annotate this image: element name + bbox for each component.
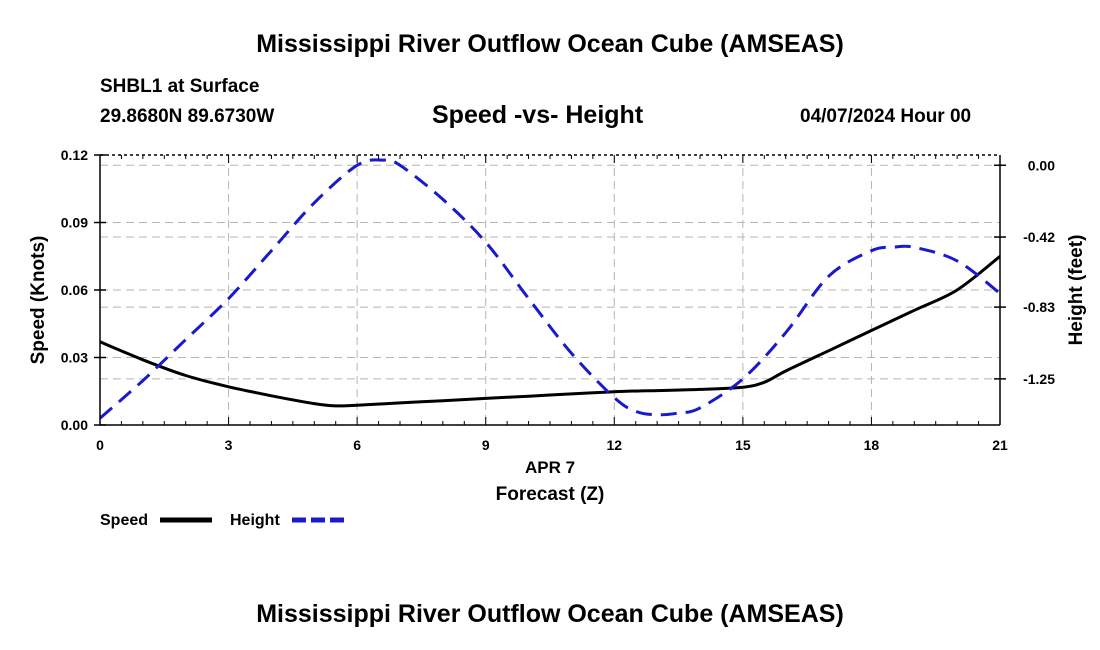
y-left-axis-label: Speed (Knots) (28, 236, 49, 365)
y-right-axis-label: Height (feet) (1066, 235, 1087, 346)
x-tick-label: 6 (353, 437, 361, 453)
legend-label-height: Height (230, 512, 280, 529)
x-tick-label: 12 (606, 437, 622, 453)
chart-title: Speed -vs- Height (432, 101, 644, 129)
series-layer (100, 158, 1000, 420)
series-line-height (100, 158, 1000, 420)
axes-layer (94, 154, 1006, 426)
labels-layer: 0 3 6 9 12 15 18 21 0.00 0.03 0.06 0.09 0.12 0.00 -0.4… (28, 147, 1087, 505)
x-tick-label: 9 (482, 437, 490, 453)
station-label: SHBL1 at Surface (100, 76, 260, 97)
series-line-speed (100, 255, 1000, 408)
y-left-tick-label: 0.06 (61, 282, 88, 298)
x-tick-label: 21 (992, 437, 1008, 453)
x-tick-label: 15 (735, 437, 751, 453)
y-right-tick-label: 0.00 (1028, 157, 1055, 173)
y-right-tick-label: -0.83 (1023, 299, 1055, 315)
datetime-label: 04/07/2024 Hour 00 (800, 106, 972, 127)
footer-title: Mississippi River Outflow Ocean Cube (AM… (256, 600, 844, 628)
coords-label: 29.8680N 89.6730W (100, 106, 275, 127)
main-title: Mississippi River Outflow Ocean Cube (AM… (256, 30, 844, 58)
grid-layer (100, 155, 1000, 425)
y-left-tick-label: 0.12 (61, 147, 88, 163)
y-left-tick-label: 0.00 (61, 417, 88, 433)
y-right-tick-label: -1.25 (1023, 371, 1055, 387)
y-left-tick-label: 0.09 (61, 215, 88, 231)
x-axis-label: Forecast (Z) (496, 484, 605, 505)
y-right-tick-label: -0.42 (1023, 229, 1055, 245)
x-tick-label: 0 (96, 437, 104, 453)
speed-height-chart: 0 3 6 9 12 15 18 21 0.00 0.03 0.06 0.09 0.12 0.00 -0.4… (28, 147, 1087, 529)
x-axis-date-label: APR 7 (525, 458, 575, 477)
legend-layer: Speed Height (100, 512, 344, 529)
y-left-tick-label: 0.03 (61, 350, 88, 366)
legend-label-speed: Speed (100, 512, 148, 529)
x-tick-label: 3 (225, 437, 233, 453)
x-tick-label: 18 (864, 437, 880, 453)
